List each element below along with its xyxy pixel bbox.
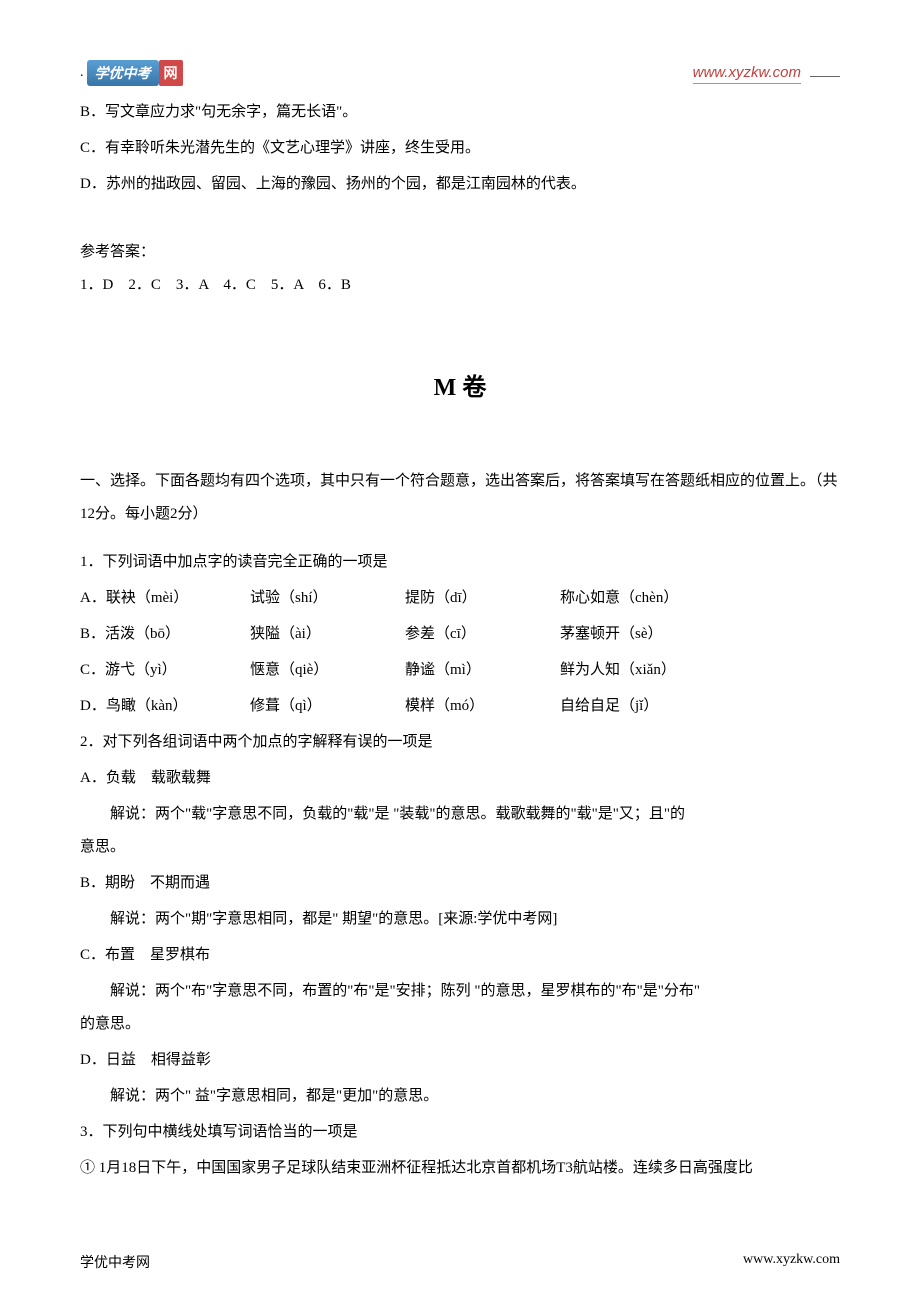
q1d-c3: 模样（mó） <box>405 690 560 723</box>
q1d-c4: 自给自足（jǐ） <box>560 690 840 723</box>
website-url: www.xyzkw.com <box>693 64 801 84</box>
footer-left: 学优中考网 <box>80 1252 150 1272</box>
option-c: C．有幸聆听朱光潜先生的《文艺心理学》讲座，终生受用。 <box>80 132 840 165</box>
q1-option-a: A．联袂（mèi） 试验（shí） 提防（dī） 称心如意（chèn） <box>80 582 840 615</box>
q1c-c1: C．游弋（yì） <box>80 654 250 687</box>
q2c-head: C．布置 星罗棋布 <box>80 939 840 972</box>
q2-stem: 2．对下列各组词语中两个加点的字解释有误的一项是 <box>80 726 840 759</box>
q1c-c2: 惬意（qiè） <box>250 654 405 687</box>
q1-option-c: C．游弋（yì） 惬意（qiè） 静谧（mì） 鲜为人知（xiǎn） <box>80 654 840 687</box>
answer-label: 参考答案： <box>80 236 840 269</box>
header-line <box>810 76 840 77</box>
q2a-exp: 解说：两个"载"字意思不同，负载的"载"是 "装载"的意思。载歌载舞的"载"是"… <box>80 798 840 831</box>
answer-section: 参考答案： 1．D 2．C 3．A 4．C 5．A 6．B <box>80 236 840 302</box>
q2a-head: A．负载 载歌载舞 <box>80 762 840 795</box>
q1d-c2: 修葺（qì） <box>250 690 405 723</box>
page-footer: 学优中考网 www.xyzkw.com <box>80 1252 840 1272</box>
q1b-c2: 狭隘（ài） <box>250 618 405 651</box>
logo-badge: 学优中考 <box>87 60 159 86</box>
option-b: B．写文章应力求"句无余字，篇无长语"。 <box>80 96 840 129</box>
q1c-c3: 静谧（mì） <box>405 654 560 687</box>
q2c-exp: 解说：两个"布"字意思不同，布置的"布"是"安排；陈列 "的意思，星罗棋布的"布… <box>80 975 840 1008</box>
q2b-exp: 解说：两个"期"字意思相同，都是" 期望"的意思。[来源:学优中考网] <box>80 903 840 936</box>
q2d-exp: 解说：两个" 益"字意思相同，都是"更加"的意思。 <box>80 1080 840 1113</box>
q1a-c4: 称心如意（chèn） <box>560 582 840 615</box>
q1b-c1: B．活泼（bō） <box>80 618 250 651</box>
title-juan: 卷 <box>462 375 486 401</box>
q1-option-b: B．活泼（bō） 狭隘（ài） 参差（cī） 茅塞顿开（sè） <box>80 618 840 651</box>
q1c-c4: 鲜为人知（xiǎn） <box>560 654 840 687</box>
q2a-tail: 意思。 <box>80 831 840 864</box>
q3-item1: ① 1月18日下午，中国国家男子足球队结束亚洲杯征程抵达北京首都机场T3航站楼。… <box>80 1152 840 1185</box>
page-header: . 学优中考 网 www.xyzkw.com <box>80 60 840 86</box>
q1a-c3: 提防（dī） <box>405 582 560 615</box>
q1b-c4: 茅塞顿开（sè） <box>560 618 840 651</box>
header-url-wrap: www.xyzkw.com <box>693 64 840 82</box>
logo-net-badge: 网 <box>159 60 183 86</box>
q2b-head: B．期盼 不期而遇 <box>80 867 840 900</box>
q3-stem: 3．下列句中横线处填写词语恰当的一项是 <box>80 1116 840 1149</box>
q1d-c1: D．鸟瞰（kàn） <box>80 690 250 723</box>
title-m: M <box>434 375 457 401</box>
site-logo: . 学优中考 网 <box>80 60 183 86</box>
footer-right: www.xyzkw.com <box>743 1252 840 1272</box>
answer-content: 1．D 2．C 3．A 4．C 5．A 6．B <box>80 269 840 302</box>
q1-option-d: D．鸟瞰（kàn） 修葺（qì） 模样（mó） 自给自足（jǐ） <box>80 690 840 723</box>
q1-stem: 1．下列词语中加点字的读音完全正确的一项是 <box>80 546 840 579</box>
q2c-tail: 的意思。 <box>80 1008 840 1041</box>
document-content: B．写文章应力求"句无余字，篇无长语"。 C．有幸聆听朱光潜先生的《文艺心理学》… <box>80 96 840 1185</box>
q2d-head: D．日益 相得益彰 <box>80 1044 840 1077</box>
section-m-title: M 卷 <box>80 362 840 415</box>
option-d: D．苏州的拙政园、留园、上海的豫园、扬州的个园，都是江南园林的代表。 <box>80 168 840 201</box>
q1a-c2: 试验（shí） <box>250 582 405 615</box>
q1a-c1: A．联袂（mèi） <box>80 582 250 615</box>
instruction-text: 一、选择。下面各题均有四个选项，其中只有一个符合题意，选出答案后，将答案填写在答… <box>80 465 840 531</box>
q1b-c3: 参差（cī） <box>405 618 560 651</box>
